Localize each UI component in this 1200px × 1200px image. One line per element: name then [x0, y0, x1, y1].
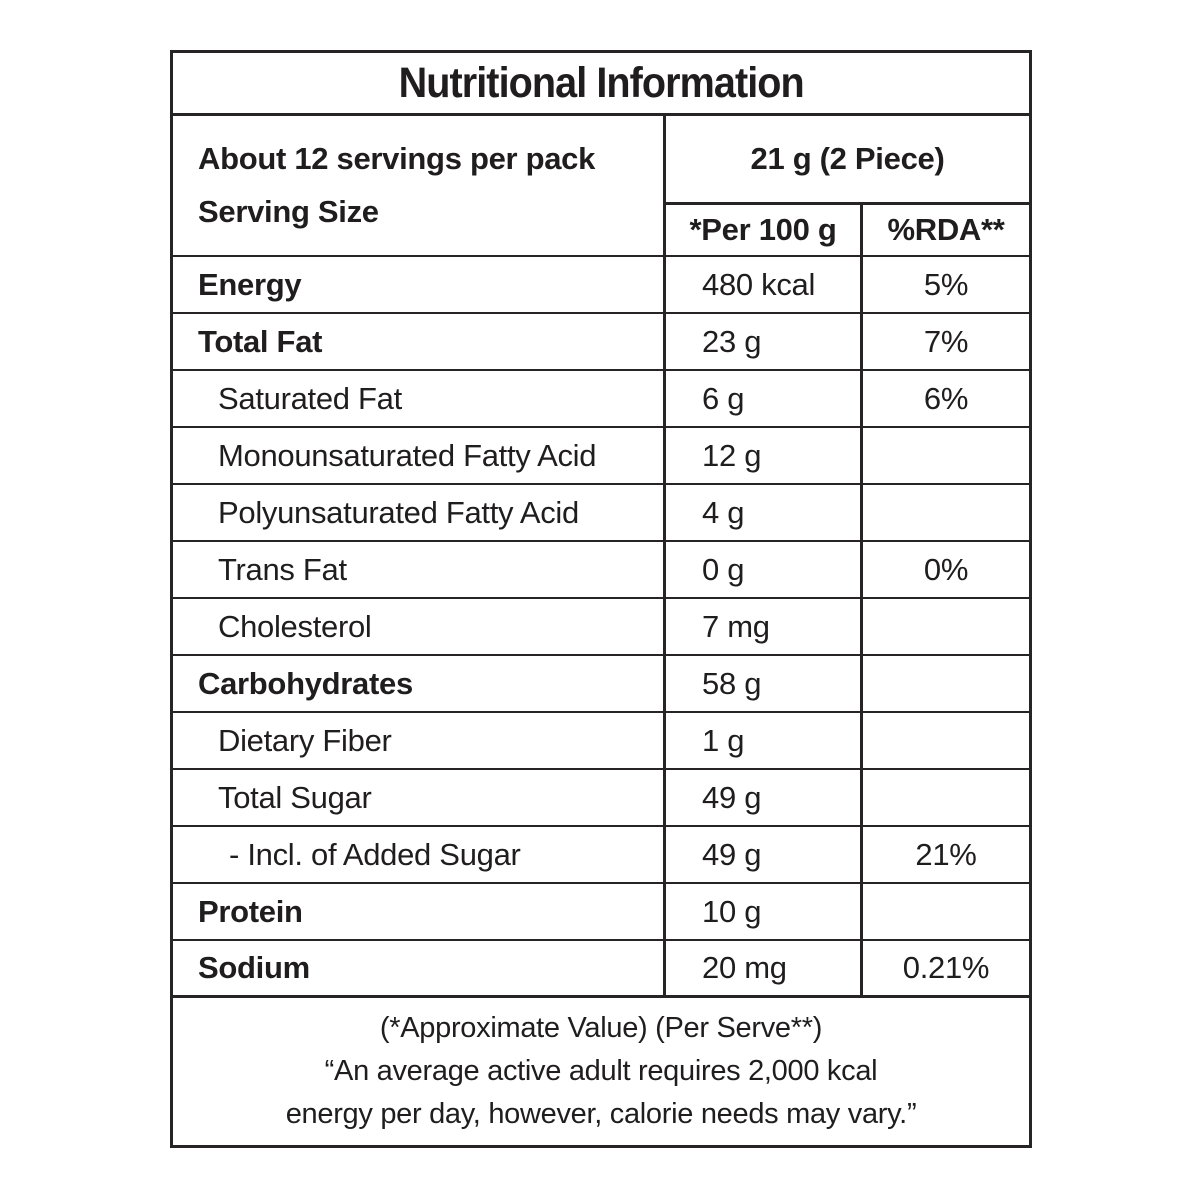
table-row: Monounsaturated Fatty Acid 12 g	[173, 428, 1029, 485]
table-row: Protein 10 g	[173, 884, 1029, 941]
serving-info-cell: About 12 servings per pack Serving Size	[173, 116, 666, 255]
serving-size-label: Serving Size	[198, 194, 379, 229]
per100g-value: 7 mg	[666, 599, 863, 654]
footnote-line2: “An average active adult requires 2,000 …	[324, 1055, 878, 1087]
rda-value	[863, 428, 1029, 483]
rda-value	[863, 713, 1029, 768]
header-right-section: 21 g (2 Piece) *Per 100 g %RDA**	[666, 116, 1029, 255]
nutrient-rows: Energy 480 kcal 5% Total Fat 23 g 7% Saturated…	[173, 257, 1029, 998]
per100g-value: 0 g	[666, 542, 863, 597]
rda-value: 5%	[923, 266, 969, 302]
per100g-value: 23 g	[666, 314, 863, 369]
column-header-per100g: *Per 100 g	[666, 205, 863, 255]
table-row: Total Sugar 49 g	[173, 770, 1029, 827]
nutrient-label: - Incl. of Added Sugar	[173, 827, 666, 882]
rda-value	[863, 884, 1029, 939]
table-row: Total Fat 23 g 7%	[173, 314, 1029, 371]
table-row: Energy 480 kcal 5%	[173, 257, 1029, 314]
nutrient-label: Energy	[173, 257, 666, 312]
rda-value	[863, 770, 1029, 825]
serving-size-value: 21 g (2 Piece)	[666, 116, 1029, 205]
nutrient-label: Protein	[173, 884, 666, 939]
footnote-line1: (*Approximate Value) (Per Serve**)	[379, 1012, 823, 1044]
nutrient-label: Cholesterol	[173, 599, 666, 654]
table-title-row: Nutritional Information	[173, 53, 1029, 116]
nutrient-label: Saturated Fat	[173, 371, 666, 426]
per100g-value: 6 g	[666, 371, 863, 426]
nutrient-label: Total Sugar	[173, 770, 666, 825]
column-header-rda: %RDA**	[887, 212, 1005, 247]
rda-value: 0%	[923, 551, 969, 587]
table-title: Nutritional Information	[398, 58, 804, 107]
per100g-value: 10 g	[666, 884, 863, 939]
per100g-value: 4 g	[666, 485, 863, 540]
table-row: - Incl. of Added Sugar 49 g 21%	[173, 827, 1029, 884]
rda-value: 6%	[923, 380, 969, 416]
table-row: Saturated Fat 6 g 6%	[173, 371, 1029, 428]
per100g-value: 58 g	[666, 656, 863, 711]
rda-value	[863, 485, 1029, 540]
table-footnote: (*Approximate Value) (Per Serve**) “An a…	[173, 998, 1029, 1145]
nutrient-label: Trans Fat	[173, 542, 666, 597]
rda-value: 21%	[915, 836, 977, 872]
table-row: Carbohydrates 58 g	[173, 656, 1029, 713]
footnote-line3: energy per day, however, calorie needs m…	[285, 1098, 917, 1130]
table-row: Trans Fat 0 g 0%	[173, 542, 1029, 599]
per100g-value: 1 g	[666, 713, 863, 768]
rda-value	[863, 599, 1029, 654]
table-row: Sodium 20 mg 0.21%	[173, 941, 1029, 998]
nutrient-label: Total Fat	[173, 314, 666, 369]
nutrient-label: Polyunsaturated Fatty Acid	[173, 485, 666, 540]
rda-value: 0.21%	[902, 950, 990, 985]
per100g-value: 12 g	[666, 428, 863, 483]
rda-value: 7%	[923, 323, 969, 359]
nutrient-label: Sodium	[173, 941, 666, 995]
nutrient-label: Dietary Fiber	[173, 713, 666, 768]
table-row: Cholesterol 7 mg	[173, 599, 1029, 656]
nutrient-label: Carbohydrates	[173, 656, 666, 711]
per100g-value: 20 mg	[666, 941, 863, 995]
rda-value	[863, 656, 1029, 711]
column-headers-row: *Per 100 g %RDA**	[666, 205, 1029, 255]
nutrient-label: Monounsaturated Fatty Acid	[173, 428, 666, 483]
nutrition-table: Nutritional Information About 12 serving…	[170, 50, 1032, 1148]
per100g-value: 480 kcal	[666, 257, 863, 312]
per100g-value: 49 g	[666, 827, 863, 882]
servings-per-pack-text: About 12 servings per pack	[198, 141, 596, 176]
per100g-value: 49 g	[666, 770, 863, 825]
table-header: About 12 servings per pack Serving Size …	[173, 116, 1029, 257]
table-row: Polyunsaturated Fatty Acid 4 g	[173, 485, 1029, 542]
table-row: Dietary Fiber 1 g	[173, 713, 1029, 770]
